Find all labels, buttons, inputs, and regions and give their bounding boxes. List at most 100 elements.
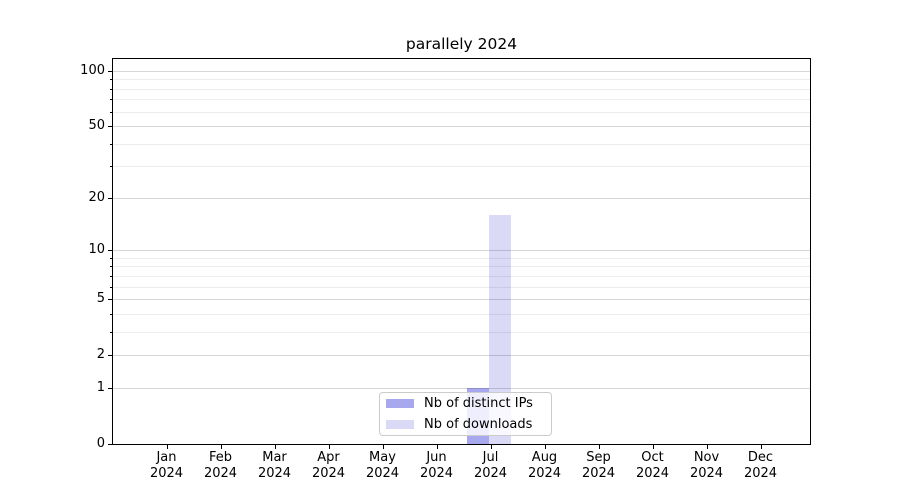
- y-minortick-90: [110, 79, 112, 81]
- x-tick-month: Sep: [586, 450, 611, 465]
- x-tick-year: 2024: [149, 466, 184, 481]
- gridline-minor-40: [113, 143, 810, 145]
- x-tick-month: Jan: [156, 450, 177, 465]
- x-tick-label-oct: Oct 2024: [625, 450, 681, 482]
- x-tick-label-mar: Mar 2024: [247, 450, 303, 482]
- x-tick-label-aug: Aug 2024: [517, 450, 573, 482]
- x-tick-year: 2024: [473, 466, 508, 481]
- x-tick-aug: [544, 445, 546, 449]
- x-tick-oct: [652, 445, 654, 449]
- y-tick-label-2: 2: [96, 347, 105, 363]
- gridline-minor-7: [113, 275, 810, 277]
- y-minortick-6: [110, 286, 112, 288]
- gridline-major-5: [113, 299, 810, 301]
- gridline-minor-9: [113, 257, 810, 259]
- legend-swatch-distinct-ips: [386, 399, 414, 408]
- gridline-major-100: [113, 70, 810, 72]
- x-tick-year: 2024: [365, 466, 400, 481]
- x-tick-month: Feb: [208, 450, 233, 465]
- y-tick-label-20: 20: [88, 189, 105, 205]
- y-minortick-80: [110, 88, 112, 90]
- y-tick-100: [108, 70, 112, 72]
- x-tick-year: 2024: [419, 466, 454, 481]
- gridline-minor-8: [113, 266, 810, 268]
- x-tick-nov: [706, 445, 708, 449]
- y-minortick-30: [110, 166, 112, 168]
- x-tick-year: 2024: [527, 466, 562, 481]
- legend-label-downloads: Nb of downloads: [424, 417, 533, 432]
- x-tick-label-nov: Nov 2024: [679, 450, 735, 482]
- legend: Nb of distinct IPs Nb of downloads: [379, 392, 552, 436]
- gridline-minor-60: [113, 111, 810, 113]
- y-minortick-3: [110, 331, 112, 333]
- x-tick-sep: [598, 445, 600, 449]
- x-tick-year: 2024: [689, 466, 724, 481]
- x-tick-label-may: May 2024: [355, 450, 411, 482]
- y-minortick-40: [110, 143, 112, 145]
- y-tick-1: [108, 387, 112, 389]
- y-minortick-70: [110, 99, 112, 101]
- gridline-minor-4: [113, 313, 810, 315]
- x-tick-year: 2024: [311, 466, 346, 481]
- x-tick-year: 2024: [581, 466, 616, 481]
- y-tick-label-50: 50: [88, 118, 105, 134]
- gridline-major-20: [113, 197, 810, 199]
- x-tick-month: Apr: [317, 450, 340, 465]
- x-tick-jul: [490, 445, 492, 449]
- y-tick-label-0: 0: [96, 436, 105, 451]
- x-tick-month: Nov: [693, 450, 720, 465]
- x-tick-month: Mar: [262, 450, 287, 465]
- x-tick-may: [382, 445, 384, 449]
- y-minortick-4: [110, 313, 112, 315]
- y-tick-20: [108, 197, 112, 199]
- x-tick-apr: [328, 445, 330, 449]
- gridline-minor-6: [113, 286, 810, 288]
- gridline-major-10: [113, 250, 810, 252]
- gridline-minor-30: [113, 166, 810, 168]
- gridline-major-1: [113, 387, 810, 389]
- x-tick-year: 2024: [743, 466, 778, 481]
- y-minortick-60: [110, 111, 112, 113]
- y-tick-5: [108, 299, 112, 301]
- y-tick-0: [108, 444, 112, 445]
- gridline-minor-80: [113, 88, 810, 90]
- bar-nb-of-downloads-jul: [488, 214, 511, 444]
- chart-title: parallely 2024: [405, 35, 518, 53]
- y-tick-label-100: 100: [80, 62, 105, 78]
- x-tick-label-jun: Jun 2024: [409, 450, 465, 482]
- gridline-major-50: [113, 126, 810, 128]
- x-tick-year: 2024: [257, 466, 292, 481]
- gridline-minor-3: [113, 331, 810, 333]
- y-tick-10: [108, 250, 112, 252]
- x-tick-label-dec: Dec 2024: [733, 450, 789, 482]
- plot-area: [112, 58, 811, 445]
- x-tick-month: Jul: [482, 450, 499, 465]
- legend-label-distinct-ips: Nb of distinct IPs: [424, 396, 533, 411]
- x-tick-label-sep: Sep 2024: [571, 450, 627, 482]
- y-minortick-7: [110, 275, 112, 277]
- x-tick-mar: [274, 445, 276, 449]
- legend-swatch-downloads: [386, 420, 414, 429]
- x-tick-jun: [436, 445, 438, 449]
- x-tick-year: 2024: [203, 466, 238, 481]
- legend-item-distinct-ips: Nb of distinct IPs: [380, 395, 551, 413]
- y-tick-2: [108, 355, 112, 357]
- y-tick-label-5: 5: [96, 291, 105, 307]
- x-tick-jan: [166, 445, 168, 449]
- legend-item-downloads: Nb of downloads: [380, 416, 551, 434]
- x-tick-dec: [760, 445, 762, 449]
- x-tick-label-jul: Jul 2024: [463, 450, 519, 482]
- gridline-minor-90: [113, 79, 810, 81]
- gridline-major-2: [113, 355, 810, 357]
- gridline-minor-70: [113, 99, 810, 101]
- y-tick-label-10: 10: [88, 242, 105, 258]
- y-tick-50: [108, 126, 112, 128]
- y-tick-label-1: 1: [96, 379, 105, 395]
- x-tick-month: Dec: [747, 450, 774, 465]
- x-tick-month: Aug: [531, 450, 558, 465]
- x-tick-month: Oct: [641, 450, 664, 465]
- x-tick-label-feb: Feb 2024: [193, 450, 249, 482]
- y-minortick-9: [110, 257, 112, 259]
- x-tick-label-apr: Apr 2024: [301, 450, 357, 482]
